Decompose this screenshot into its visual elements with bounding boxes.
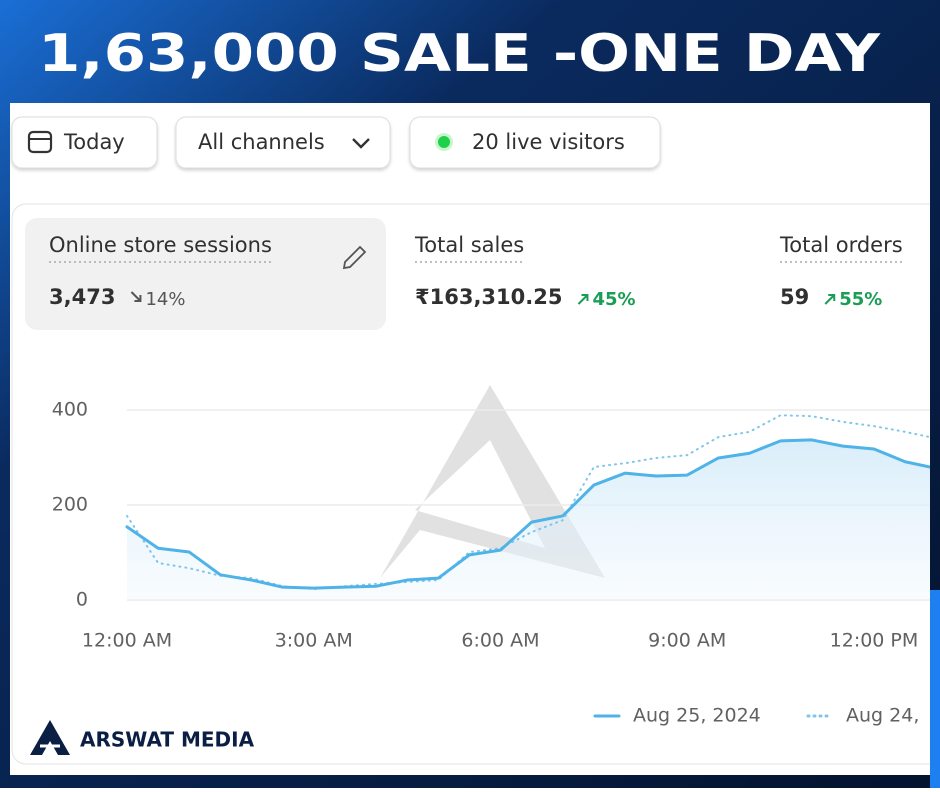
edit-icon[interactable] xyxy=(342,245,367,270)
y-tick-label: 200 xyxy=(52,494,88,516)
metric-label: Online store sessions xyxy=(49,233,272,257)
y-tick-label: 400 xyxy=(52,399,88,421)
metric-value: 59 xyxy=(780,285,809,309)
brand-name: ARSWAT MEDIA xyxy=(80,728,255,752)
metric-label: Total sales xyxy=(414,233,524,257)
selected-metric[interactable] xyxy=(25,218,386,330)
x-tick-label: 3:00 AM xyxy=(275,630,353,652)
metric-value: 3,473 xyxy=(49,285,115,309)
metric-change: 14% xyxy=(145,289,185,310)
x-tick-label: 12:00 AM xyxy=(82,630,172,652)
headline: 1,63,000 SALE -ONE DAY xyxy=(38,24,882,84)
series-line xyxy=(125,438,930,590)
trend-arrow xyxy=(130,291,142,302)
date-label: Today xyxy=(63,130,125,154)
channels-label: All channels xyxy=(198,130,325,154)
date-button[interactable] xyxy=(11,116,158,169)
y-tick-label: 0 xyxy=(76,589,88,611)
metric-change: 55% xyxy=(839,289,882,310)
series-line xyxy=(126,414,930,591)
live-dot xyxy=(438,136,450,148)
calendar-icon xyxy=(27,130,53,154)
channels-button[interactable] xyxy=(175,116,391,169)
x-tick-label: 12:00 PM xyxy=(830,630,919,652)
metric-label: Total orders xyxy=(779,233,903,257)
trend-arrow xyxy=(577,294,589,305)
metric-change: 45% xyxy=(592,289,635,310)
legend-label: Aug 24, xyxy=(846,705,919,727)
analytics-panel xyxy=(11,203,930,765)
trend-arrow xyxy=(824,294,836,305)
area-fill xyxy=(127,439,930,600)
metric-value: ₹163,310.25 xyxy=(415,285,562,309)
chevron-icon xyxy=(352,138,370,149)
x-tick-label: 9:00 AM xyxy=(648,630,726,652)
visitors-button[interactable] xyxy=(409,116,661,169)
accent-strip xyxy=(930,590,940,788)
x-tick-label: 6:00 AM xyxy=(461,630,539,652)
visitors-label: 20 live visitors xyxy=(472,130,625,154)
legend-label: Aug 25, 2024 xyxy=(633,705,761,727)
